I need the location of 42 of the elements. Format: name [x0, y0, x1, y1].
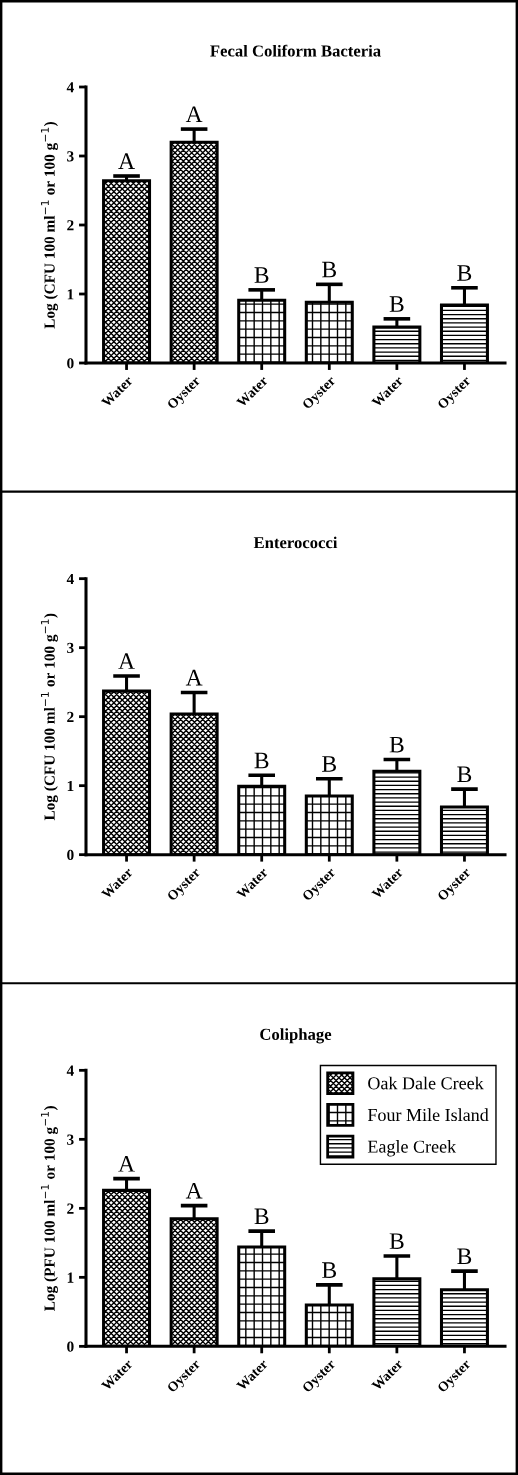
annotation: B: [457, 265, 472, 281]
y-tick-label: 0: [67, 849, 74, 861]
y-tick-label: 4: [66, 573, 74, 584]
y-tick-label: 3: [67, 642, 74, 654]
annotation: B: [389, 1233, 404, 1249]
annotation: A: [118, 1155, 135, 1172]
chart-title: Enterococci: [253, 536, 338, 549]
y-tick-label: 0: [67, 358, 74, 369]
annotation: B: [254, 267, 269, 283]
y-tick-label: 1: [67, 1272, 74, 1283]
y-tick-label: 3: [67, 1134, 74, 1145]
annotation: B: [457, 766, 472, 783]
y-axis-title: Log (CFU 100 ml$^{−1}$ or 100 g$^{−1}$): [40, 122, 58, 329]
y-tick-label: 3: [67, 151, 74, 162]
y-tick-label: 4: [66, 82, 74, 93]
annotation: B: [457, 1248, 472, 1265]
annotation: A: [118, 653, 135, 669]
chart-title: Fecal Coliform Bacteria: [210, 44, 381, 57]
y-tick-label: 2: [67, 1203, 74, 1214]
annotation: B: [389, 296, 404, 312]
annotation: B: [322, 261, 337, 278]
annotation: B: [389, 736, 404, 753]
y-tick-label: 2: [67, 711, 74, 722]
annotation: B: [322, 1262, 337, 1278]
y-tick-label: 2: [67, 220, 74, 231]
annotation: B: [254, 1208, 269, 1225]
legend-label: Eagle Creek: [367, 1140, 457, 1157]
y-tick-label: 1: [67, 780, 74, 791]
y-axis-title: Log (PFU 100 ml$^{−1}$ or 100 g$^{−1}$): [40, 1106, 58, 1311]
chart-title: Coliphage: [260, 1028, 332, 1044]
y-tick-label: 1: [67, 289, 74, 300]
annotation: A: [185, 1182, 203, 1199]
y-tick-label: 4: [66, 1065, 74, 1076]
annotation: A: [118, 153, 135, 169]
legend-label: Oak Dale Creek: [368, 1076, 484, 1090]
annotation: B: [322, 756, 337, 772]
y-tick-label: 0: [67, 1341, 74, 1352]
annotation: A: [185, 669, 203, 686]
legend-label: Four Mile Island: [367, 1108, 489, 1122]
annotation: A: [185, 106, 203, 122]
y-axis-title: Log (CFU 100 ml$^{−1}$ or 100 g$^{−1}$): [40, 613, 58, 821]
annotation: B: [254, 752, 269, 769]
